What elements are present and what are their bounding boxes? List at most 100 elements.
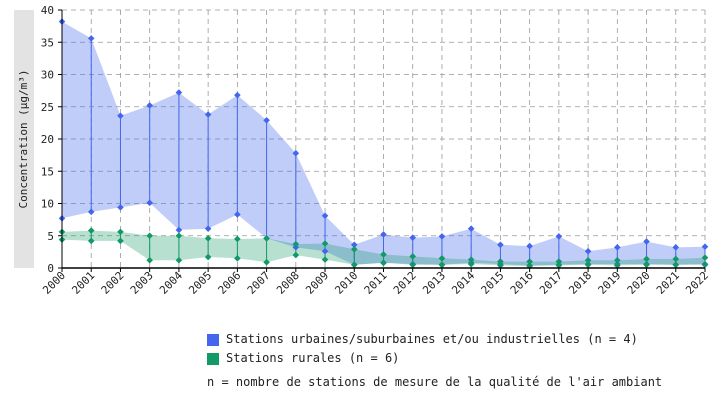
grid: [61, 9, 706, 269]
point-series-0-max-2007: [263, 116, 270, 124]
range-bands: [62, 21, 705, 267]
point-series-1-max-2017: [555, 258, 563, 265]
ylabel-band: [14, 10, 34, 268]
point-series-1-max-2005: [204, 235, 212, 242]
point-series-0-max-2004: [175, 89, 183, 96]
point-series-0-max-2022: [701, 243, 709, 251]
point-series-1-max-2021: [672, 255, 680, 263]
point-series-1-max-2011: [380, 251, 387, 258]
point-series-0-min-2009: [321, 247, 329, 255]
point-series-0-min-2006: [234, 211, 241, 218]
x-tick-label-2011: 2011: [362, 269, 390, 297]
point-series-1-min-2004: [175, 256, 183, 264]
point-series-1-min-2020: [643, 261, 650, 269]
y-axis-label: Concentration (µg/m³): [17, 69, 30, 208]
point-series-1-min-2015: [497, 262, 504, 269]
point-series-1-max-2002: [117, 228, 124, 236]
point-series-0-max-2016: [526, 242, 533, 250]
point-series-1-min-2011: [380, 259, 387, 267]
point-series-0-min-2004: [175, 226, 183, 234]
point-series-1-min-2014: [467, 260, 475, 268]
x-tick-label-2002: 2002: [99, 269, 127, 297]
point-series-0-min-2001: [87, 208, 95, 216]
y-tick-label-10: 10: [41, 198, 54, 211]
point-series-1-max-2012: [409, 253, 417, 260]
x-tick-label-2012: 2012: [391, 269, 419, 297]
point-series-0-max-2001: [87, 35, 95, 42]
point-series-0-min-2002: [117, 204, 124, 211]
x-tick-label-2018: 2018: [566, 269, 594, 297]
point-series-1-max-2014: [467, 256, 475, 263]
point-series-0-max-2003: [146, 102, 153, 109]
legend-item-urban: Stations urbaines/suburbaines et/ou indu…: [207, 330, 638, 349]
legend-item-rural: Stations rurales (n = 6): [207, 349, 638, 368]
x-tick-label-2001: 2001: [69, 269, 97, 297]
point-series-1-min-2006: [234, 255, 241, 262]
point-series-1-max-2015: [497, 258, 504, 265]
x-tick-label-2008: 2008: [274, 269, 302, 297]
point-series-0-max-2010: [350, 241, 358, 249]
point-series-1-min-2008: [292, 251, 300, 259]
x-tick-label-2007: 2007: [245, 269, 273, 297]
point-series-1-max-2010: [350, 245, 358, 253]
point-series-0-max-2013: [438, 233, 446, 240]
data-points: [58, 18, 709, 270]
y-tick-label-0: 0: [47, 262, 54, 275]
point-series-1-min-2018: [584, 261, 592, 269]
band-series-1: [62, 230, 705, 267]
x-tick-label-2005: 2005: [186, 269, 214, 297]
point-series-1-max-2018: [584, 256, 592, 264]
point-series-1-min-2007: [263, 258, 270, 266]
x-tick-label-2021: 2021: [654, 269, 682, 297]
x-tick-label-2004: 2004: [157, 269, 185, 297]
point-series-0-max-2014: [467, 225, 475, 232]
point-series-0-max-2021: [672, 244, 680, 251]
point-series-1-min-2013: [438, 261, 446, 269]
point-series-0-min-2003: [146, 199, 153, 207]
legend-label-rural: Stations rurales (n = 6): [226, 351, 400, 365]
x-tick-label-2014: 2014: [449, 269, 477, 297]
y-tick-label-20: 20: [41, 133, 54, 146]
point-series-1-max-2020: [643, 255, 650, 263]
point-series-0-max-2005: [204, 111, 212, 118]
point-series-1-min-2001: [87, 237, 95, 245]
point-series-1-max-2003: [146, 232, 153, 240]
point-series-1-max-2022: [701, 254, 709, 261]
legend-swatch-urban: [207, 333, 219, 346]
x-tick-label-2016: 2016: [508, 269, 536, 297]
x-tick-label-2010: 2010: [332, 269, 360, 297]
x-tick-label-2003: 2003: [128, 269, 156, 297]
point-series-1-min-2003: [146, 256, 153, 264]
point-series-0-max-2017: [555, 233, 563, 240]
x-tick-label-2006: 2006: [216, 269, 244, 297]
x-tick-label-2015: 2015: [479, 269, 507, 297]
x-tick-label-2020: 2020: [625, 269, 653, 297]
y-tick-label-30: 30: [41, 69, 54, 82]
band-series-0: [62, 21, 705, 266]
point-series-1-min-2005: [204, 253, 212, 261]
x-tick-label-2009: 2009: [303, 269, 331, 297]
y-tick-label-5: 5: [47, 230, 54, 243]
y-tick-labels: 0 5 10 15 20 25 30 35 40: [41, 4, 54, 275]
point-series-0-max-2008: [292, 149, 300, 157]
y-tick-label-25: 25: [41, 101, 54, 114]
point-series-1-min-2002: [117, 237, 124, 245]
point-series-0-max-2020: [643, 238, 650, 245]
legend-swatch-rural: [207, 352, 219, 365]
point-series-1-max-2013: [438, 255, 446, 262]
point-series-0-max-2006: [234, 91, 241, 99]
point-series-1-min-2010: [350, 261, 358, 269]
point-series-0-max-2009: [321, 212, 329, 220]
point-series-1-max-2019: [614, 256, 621, 264]
legend-label-urban: Stations urbaines/suburbaines et/ou indu…: [226, 332, 638, 346]
point-series-0-max-2012: [409, 234, 417, 241]
point-series-1-min-2019: [614, 262, 621, 269]
point-series-0-max-2002: [117, 112, 124, 120]
point-series-1-max-2006: [234, 235, 241, 243]
point-series-0-max-2018: [584, 247, 592, 255]
point-series-1-min-2009: [321, 256, 329, 263]
footnote: n = nombre de stations de mesure de la q…: [207, 375, 663, 389]
x-tick-labels: 2000 2001 2002 2003 2004 2005 2006 2007 2008 2009…: [40, 269, 711, 297]
point-series-1-max-2004: [175, 232, 183, 240]
